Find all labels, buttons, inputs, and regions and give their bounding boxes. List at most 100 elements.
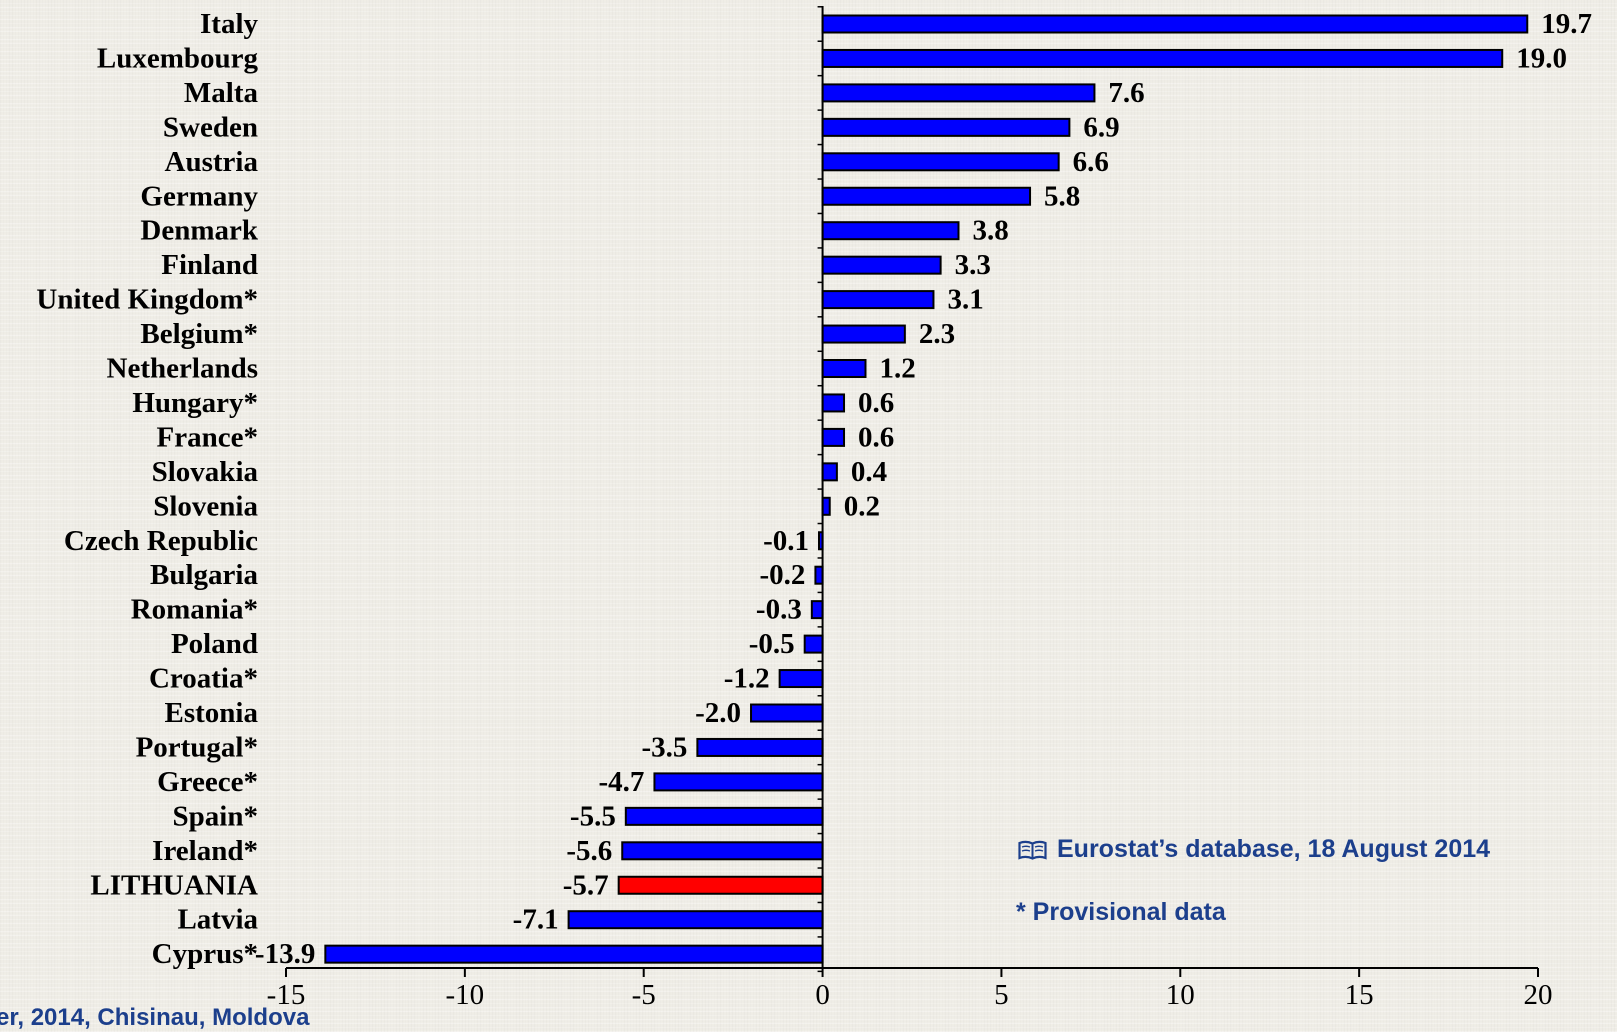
data-label: -5.5: [570, 800, 616, 832]
bar: [821, 221, 960, 241]
category-label: United Kingdom*: [36, 284, 258, 316]
bar: [814, 565, 824, 585]
x-tick-label: -5: [632, 979, 656, 1011]
data-label: -0.3: [756, 594, 802, 626]
category-label: France*: [157, 421, 258, 453]
bar: [821, 152, 1060, 172]
bar: [821, 48, 1504, 68]
data-label: 1.2: [879, 353, 915, 385]
bars: [324, 14, 1529, 964]
category-label: Slovenia: [153, 490, 258, 522]
x-tick-label: 0: [815, 979, 830, 1011]
data-label: 0.4: [851, 456, 887, 488]
axes: [285, 6, 1539, 977]
bar: [821, 186, 1032, 206]
bar: [653, 772, 824, 792]
bar: [821, 117, 1071, 137]
category-label: Romania*: [131, 594, 258, 626]
category-label: Sweden: [163, 111, 258, 143]
bar: [821, 14, 1529, 34]
data-label: -13.9: [255, 938, 315, 970]
x-tick-label: -15: [267, 979, 306, 1011]
data-label: -7.1: [513, 904, 559, 936]
data-label: -0.2: [759, 559, 805, 591]
data-label: -0.5: [749, 628, 795, 660]
data-label: 2.3: [919, 318, 955, 350]
category-labels: ItalyLuxembourgMaltaSwedenAustriaGermany…: [36, 8, 258, 970]
bar: [821, 427, 846, 447]
bar: [821, 83, 1096, 103]
data-label: 19.7: [1541, 8, 1592, 40]
category-label: Belgium*: [140, 318, 258, 350]
data-label: -0.1: [763, 525, 809, 557]
category-label: Portugal*: [136, 731, 258, 763]
category-label: Bulgaria: [150, 559, 258, 591]
data-label: 7.6: [1108, 77, 1144, 109]
data-label: 19.0: [1516, 42, 1567, 74]
category-label: Latvia: [177, 904, 258, 936]
bar: [821, 324, 906, 344]
bar: [821, 393, 846, 413]
category-label: Netherlands: [107, 353, 258, 385]
data-label: -2.0: [695, 697, 741, 729]
data-label: 0.6: [858, 421, 894, 453]
category-label: Denmark: [140, 215, 258, 247]
x-tick-label: -10: [446, 979, 485, 1011]
bar: [624, 806, 824, 826]
bar: [821, 496, 831, 516]
data-label: -3.5: [641, 731, 687, 763]
category-label: Malta: [184, 77, 259, 109]
category-label: Germany: [140, 180, 258, 212]
data-label: 0.6: [858, 387, 894, 419]
category-label: Croatia*: [149, 663, 258, 695]
data-label: 3.3: [955, 249, 991, 281]
data-label: 5.8: [1044, 180, 1080, 212]
bar: [324, 944, 824, 964]
bar: [696, 737, 824, 757]
category-label: Estonia: [165, 697, 259, 729]
data-label: -5.6: [566, 835, 612, 867]
data-label: -4.7: [599, 766, 645, 798]
category-label: Poland: [171, 628, 258, 660]
data-label: 3.1: [947, 284, 983, 316]
x-tick-label: 15: [1345, 979, 1374, 1011]
category-label: Finland: [161, 249, 258, 281]
category-label: LITHUANIA: [90, 869, 258, 901]
category-label: Greece*: [157, 766, 258, 798]
bar: [821, 290, 935, 310]
data-label: 6.9: [1083, 111, 1119, 143]
bar: [821, 255, 942, 275]
bar: [778, 669, 824, 689]
x-tick-label: 20: [1524, 979, 1553, 1011]
footer-text: er, 2014, Chisinau, Moldova: [0, 1004, 310, 1031]
category-label: Austria: [165, 146, 259, 178]
x-axis-tick-labels: -15 -10 -5 0 5 10 15 20: [267, 979, 1553, 1011]
bar: [750, 703, 824, 723]
book-icon: [1018, 840, 1047, 860]
category-label: Slovakia: [152, 456, 259, 488]
x-tick-label: 5: [994, 979, 1009, 1011]
data-label: -1.2: [724, 663, 770, 695]
bar: [617, 875, 824, 895]
category-label: Ireland*: [152, 835, 258, 867]
data-label: 3.8: [973, 215, 1009, 247]
bar: [621, 841, 824, 861]
bar: [803, 634, 824, 654]
x-tick-label: 10: [1166, 979, 1195, 1011]
bar: [821, 462, 838, 482]
data-label: 0.2: [844, 490, 880, 522]
category-label: Czech Republic: [64, 525, 258, 557]
bar: [810, 600, 824, 620]
value-labels: 19.719.07.66.96.65.83.83.33.12.31.20.60.…: [255, 8, 1592, 970]
data-label: 6.6: [1073, 146, 1109, 178]
source-note-text: Eurostat’s database, 18 August 2014: [1057, 835, 1491, 863]
category-label: Hungary*: [132, 387, 258, 419]
category-label: Luxembourg: [97, 42, 259, 74]
bar: [567, 910, 824, 930]
category-label: Cyprus*: [152, 938, 258, 970]
data-label: -5.7: [563, 869, 609, 901]
source-note: Eurostat’s database, 18 August 2014: [1018, 835, 1490, 864]
bar: [821, 359, 867, 378]
category-label: Spain*: [173, 800, 258, 832]
